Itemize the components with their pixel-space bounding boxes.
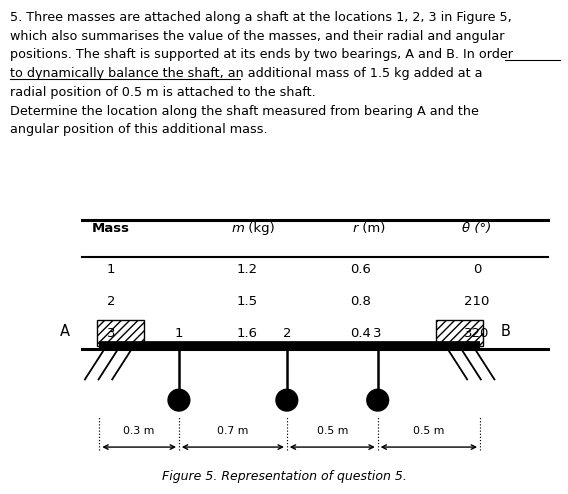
Text: 0.4: 0.4 bbox=[350, 327, 371, 340]
Ellipse shape bbox=[276, 389, 298, 411]
Bar bbox=[97, 320, 144, 346]
Text: 0.8: 0.8 bbox=[350, 295, 371, 308]
Text: θ (°): θ (°) bbox=[462, 222, 492, 235]
Text: 1: 1 bbox=[107, 263, 115, 276]
Text: Figure 5. Representation of question 5.: Figure 5. Representation of question 5. bbox=[161, 470, 407, 483]
Text: 1.5: 1.5 bbox=[236, 295, 258, 308]
Text: angular position of this additional mass.: angular position of this additional mass… bbox=[10, 124, 268, 136]
Text: positions. The shaft is supported at its ends by two bearings, A and B. In order: positions. The shaft is supported at its… bbox=[10, 48, 513, 61]
Bar bbox=[436, 320, 483, 346]
Text: r: r bbox=[352, 222, 358, 235]
Text: which also summarises the value of the masses, and their radial and angular: which also summarises the value of the m… bbox=[10, 30, 505, 42]
Text: 0.7 m: 0.7 m bbox=[217, 426, 249, 436]
Text: B: B bbox=[500, 325, 511, 339]
Text: m: m bbox=[231, 222, 244, 235]
Text: 2: 2 bbox=[107, 295, 115, 308]
Text: 1.6: 1.6 bbox=[237, 327, 257, 340]
Text: 1.2: 1.2 bbox=[236, 263, 258, 276]
Text: to dynamically balance the shaft, an additional mass of 1.5 kg added at a: to dynamically balance the shaft, an add… bbox=[10, 67, 483, 80]
Text: 0: 0 bbox=[473, 263, 481, 276]
Text: A: A bbox=[60, 325, 70, 339]
Text: Determine the location along the shaft measured from bearing A and the: Determine the location along the shaft m… bbox=[10, 105, 479, 118]
Text: 320: 320 bbox=[465, 327, 490, 340]
Text: 1: 1 bbox=[175, 327, 183, 340]
Text: 0.5 m: 0.5 m bbox=[316, 426, 348, 436]
Text: Mass: Mass bbox=[92, 222, 130, 235]
Text: 3: 3 bbox=[107, 327, 115, 340]
Text: 2: 2 bbox=[283, 327, 291, 340]
Text: 0.3 m: 0.3 m bbox=[123, 426, 155, 436]
Text: 210: 210 bbox=[465, 295, 490, 308]
Text: (kg): (kg) bbox=[244, 222, 275, 235]
Text: (m): (m) bbox=[358, 222, 385, 235]
Text: 3: 3 bbox=[374, 327, 382, 340]
Text: 0.5 m: 0.5 m bbox=[413, 426, 445, 436]
Ellipse shape bbox=[168, 389, 190, 411]
Ellipse shape bbox=[367, 389, 389, 411]
Text: radial position of 0.5 m is attached to the shaft.: radial position of 0.5 m is attached to … bbox=[10, 86, 316, 99]
Text: 5. Three masses are attached along a shaft at the locations 1, 2, 3 in Figure 5,: 5. Three masses are attached along a sha… bbox=[10, 11, 512, 24]
Text: 0.6: 0.6 bbox=[350, 263, 371, 276]
